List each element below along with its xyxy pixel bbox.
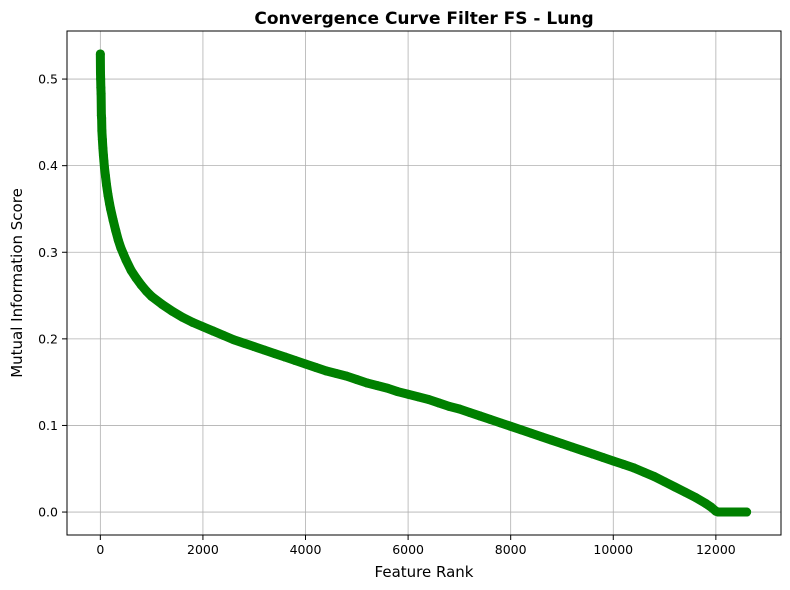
data-point [301, 359, 311, 369]
data-point [660, 477, 670, 487]
data-series [95, 49, 752, 517]
data-point [97, 126, 107, 136]
data-point [516, 425, 526, 435]
data-point [670, 482, 680, 492]
data-point [526, 428, 536, 438]
data-point [485, 414, 495, 424]
data-point [639, 467, 649, 477]
data-point [434, 398, 444, 408]
x-tick-label: 12000 [696, 542, 736, 557]
data-point [136, 280, 146, 290]
data-point [280, 352, 290, 362]
data-point [177, 312, 187, 322]
data-point [103, 190, 113, 200]
data-point [403, 389, 413, 399]
data-point [96, 89, 106, 99]
data-point [188, 317, 198, 327]
data-point [95, 49, 105, 59]
data-point [557, 439, 567, 449]
data-point [96, 74, 106, 84]
data-point [102, 180, 111, 190]
data-point [157, 299, 167, 309]
data-point [99, 162, 109, 172]
data-point [270, 349, 280, 359]
data-point [649, 472, 659, 482]
data-point [536, 432, 546, 442]
data-point [413, 392, 423, 402]
data-point [352, 375, 362, 385]
data-point [598, 452, 608, 462]
data-point [111, 226, 121, 236]
data-point [547, 435, 557, 445]
data-point [259, 345, 269, 355]
data-point [690, 492, 700, 502]
data-point [475, 411, 485, 421]
axis-ticks: 0 2000 4000 6000 8000 10000 12000 0.0 0.1 0.2 0.3 0… [38, 72, 736, 557]
x-tick-label: 6000 [392, 542, 424, 557]
data-point [393, 387, 403, 397]
data-point [147, 291, 157, 301]
data-point [249, 342, 259, 352]
data-point [383, 383, 393, 393]
grid-lines [67, 31, 781, 535]
data-point [465, 407, 475, 417]
data-point [342, 371, 352, 381]
y-tick-label: 0.5 [38, 72, 58, 87]
y-tick-label: 0.1 [38, 418, 58, 433]
data-point [578, 446, 587, 456]
data-point [742, 507, 752, 517]
plot-frame [66, 30, 782, 536]
chart-title: Convergence Curve Filter FS - Lung [254, 9, 593, 29]
data-point [331, 368, 341, 378]
data-point [444, 401, 454, 411]
data-point [608, 456, 618, 466]
series-line [95, 49, 752, 517]
x-tick-label: 10000 [593, 542, 633, 557]
data-point [229, 335, 239, 345]
data-point [506, 421, 516, 431]
data-point [454, 404, 464, 414]
y-tick-label: 0.3 [38, 245, 58, 260]
data-point [218, 330, 228, 340]
y-axis-label: Mutual Information Score [8, 188, 26, 378]
data-point [108, 215, 118, 225]
data-point [208, 326, 218, 336]
data-point [321, 366, 331, 376]
data-point [198, 322, 208, 332]
x-tick-label: 2000 [187, 542, 219, 557]
x-axis-label: Feature Rank [375, 563, 474, 581]
data-point [311, 362, 321, 372]
data-point [167, 306, 177, 316]
x-tick-label: 8000 [495, 542, 527, 557]
data-point [113, 235, 123, 245]
data-point [97, 113, 107, 123]
data-point [680, 487, 690, 497]
data-point [372, 381, 382, 391]
data-point [495, 418, 505, 428]
y-tick-label: 0.4 [38, 158, 58, 173]
x-tick-label: 4000 [290, 542, 322, 557]
data-point [97, 135, 107, 145]
data-point [629, 463, 639, 473]
data-point [362, 378, 372, 388]
data-point [131, 273, 141, 283]
y-tick-label: 0.0 [38, 505, 58, 520]
data-point [121, 255, 131, 265]
data-point [106, 204, 116, 214]
data-point [588, 449, 598, 459]
data-point [290, 356, 300, 366]
y-tick-label: 0.2 [38, 331, 58, 346]
data-point [619, 459, 629, 469]
data-point [567, 442, 577, 452]
data-point [98, 143, 108, 153]
data-point [239, 338, 249, 348]
data-point [100, 171, 110, 181]
data-point [424, 394, 434, 404]
data-point [126, 265, 136, 275]
x-tick-label: 0 [96, 542, 104, 557]
